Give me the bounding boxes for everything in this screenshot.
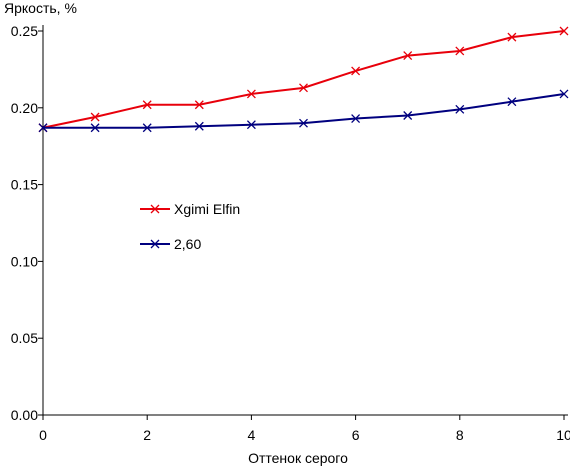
series-0: [38, 26, 569, 133]
x-axis-title: Оттенок серого: [248, 450, 348, 466]
data-point: [455, 46, 465, 56]
data-point: [90, 123, 100, 133]
y-tick-label: 0.00: [11, 407, 38, 423]
data-point: [351, 114, 361, 124]
y-tick-label: 0.10: [11, 253, 38, 269]
plot-area: [42, 25, 568, 416]
x-axis: 0 2 4 6 8 10: [39, 415, 570, 443]
data-point: [403, 51, 413, 61]
x-tick-label: 2: [143, 427, 151, 443]
data-point: [142, 100, 152, 110]
data-point: [403, 111, 413, 120]
data-point: [194, 121, 204, 131]
data-point: [90, 112, 100, 122]
data-point: [559, 26, 569, 36]
data-point: [559, 89, 569, 99]
series-1: [38, 89, 569, 133]
data-point: [194, 100, 204, 110]
data-point: [455, 104, 465, 114]
series-line: [42, 30, 565, 129]
y-tick-label: 0.20: [11, 100, 38, 116]
x-tick-label: 4: [248, 427, 256, 443]
y-tick-label: 0.05: [11, 330, 38, 346]
y-tick-label: 0.15: [11, 177, 38, 193]
data-point: [246, 120, 256, 130]
data-point: [299, 83, 308, 93]
x-tick-label: 10: [556, 427, 570, 443]
data-point: [299, 118, 308, 128]
data-point: [38, 123, 48, 133]
y-axis-title: Яркость, %: [4, 0, 77, 16]
x-tick-label: 8: [456, 427, 464, 443]
data-point: [507, 32, 517, 42]
y-axis: 0.00 0.05 0.10 0.15 0.20 0.25: [11, 23, 43, 423]
legend-label: 2,60: [174, 236, 201, 252]
legend-marker: [150, 239, 160, 249]
x-tick-label: 0: [39, 427, 47, 443]
legend-marker: [150, 204, 160, 214]
legend-item: Xgimi Elfin: [140, 201, 240, 217]
series-layer: [38, 26, 569, 133]
legend-item: 2,60: [140, 236, 201, 252]
data-point: [507, 97, 517, 107]
legend-label: Xgimi Elfin: [174, 201, 240, 217]
data-point: [246, 89, 256, 99]
data-point: [351, 66, 361, 76]
x-tick-label: 6: [352, 427, 360, 443]
data-point: [142, 123, 152, 133]
legend: Xgimi Elfin 2,60: [140, 201, 240, 252]
y-tick-label: 0.25: [11, 23, 38, 39]
